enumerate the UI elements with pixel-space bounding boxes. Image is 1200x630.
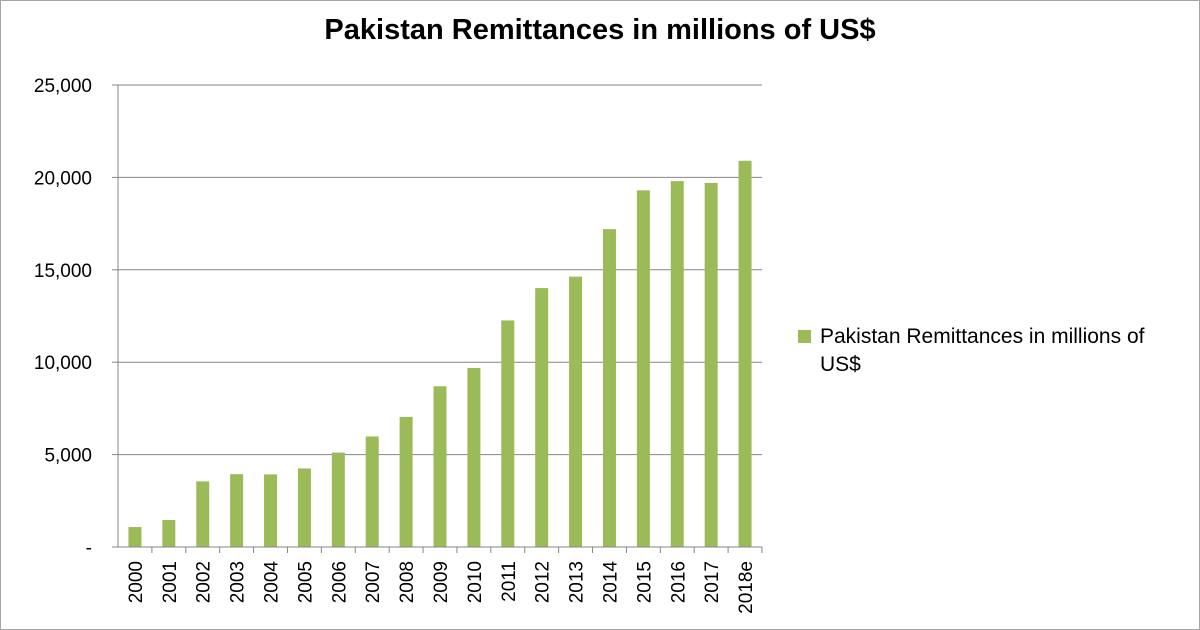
x-tick-labels: 2000 2001 2002 2003 2004 2005 2006 2007 2008 2009…	[126, 561, 757, 614]
x-tick-label: 2006	[329, 561, 350, 603]
bar-2009	[433, 386, 447, 547]
x-tick-label: 2001	[160, 561, 181, 603]
bar-2013	[569, 276, 583, 547]
bar-2007	[365, 436, 379, 547]
legend-label: Pakistan Remittances in millions of US$	[820, 325, 1145, 376]
x-tick-label: 2017	[702, 561, 723, 603]
x-tick-label: 2015	[634, 561, 655, 603]
y-tick-labels: - 5,000 10,000 15,000 20,000 25,000	[34, 76, 92, 559]
y-tick-label: 15,000	[34, 261, 92, 282]
x-tick-label: 2018e	[736, 561, 757, 614]
y-tick-label: -	[86, 538, 92, 559]
bar-2011	[501, 320, 515, 547]
x-tick-label: 2005	[295, 561, 316, 603]
bar-2017	[704, 182, 718, 547]
x-tick-label: 2011	[499, 561, 520, 602]
bar-2014	[602, 229, 616, 548]
bar-2001	[162, 520, 176, 547]
axes	[112, 84, 763, 553]
bar-2005	[297, 468, 311, 547]
x-tick-label: 2016	[668, 561, 689, 603]
legend-swatch	[798, 330, 811, 343]
x-tick-label: 2002	[194, 561, 215, 603]
bars	[128, 160, 752, 548]
x-tick-label: 2012	[533, 561, 554, 603]
bar-2008	[399, 416, 413, 547]
x-tick-label: 2010	[465, 561, 486, 603]
bar-2003	[230, 474, 244, 547]
x-tick-label: 2008	[397, 561, 418, 603]
x-tick-label: 2003	[228, 561, 249, 603]
y-tick-label: 10,000	[34, 353, 92, 374]
y-tick-label: 5,000	[44, 446, 92, 467]
x-tick-label: 2013	[567, 561, 588, 603]
bar-2015	[636, 190, 650, 547]
bar-2012	[535, 288, 549, 547]
y-tick-label: 20,000	[34, 168, 92, 189]
bar-2016	[670, 181, 684, 547]
x-tick-label: 2007	[363, 561, 384, 603]
y-tick-label: 25,000	[34, 76, 92, 97]
gridlines	[118, 84, 762, 456]
bar-2006	[331, 452, 345, 547]
chart-title: Pakistan Remittances in millions of US$	[324, 14, 876, 46]
bar-2000	[128, 527, 142, 547]
bar-2010	[467, 367, 481, 547]
bar-2004	[264, 474, 278, 547]
x-tick-label: 2014	[600, 561, 621, 604]
bar-2002	[196, 481, 210, 547]
x-tick-label: 2009	[431, 561, 452, 603]
x-tick-label: 2004	[262, 561, 283, 604]
bar-2018e	[738, 160, 752, 547]
x-tick-label: 2000	[126, 561, 147, 603]
